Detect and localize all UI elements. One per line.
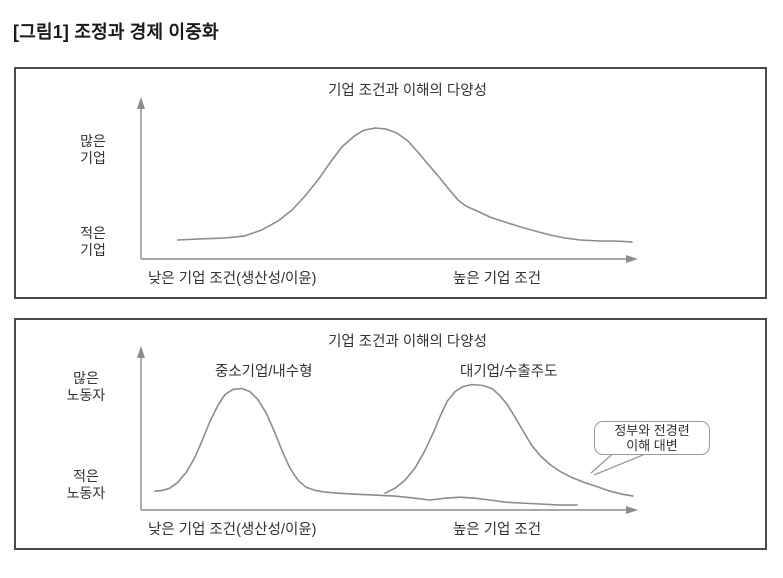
x-axis-arrow-icon	[626, 255, 638, 263]
large-export-label: 대기업/수출주도	[460, 364, 558, 380]
figure-title: [그림1] 조정과 경제 이중화	[13, 22, 219, 42]
firms-chart-canvas	[137, 97, 638, 263]
firms-distribution-curve	[177, 127, 633, 243]
y-axis-label-few-firms: 적은 기업	[80, 225, 106, 258]
sme-domestic-label: 중소기업/내수형	[215, 364, 313, 380]
large-export-curve	[384, 383, 634, 497]
x-axis-label-low-condition: 낮은 기업 조건(생산성/이윤)	[148, 271, 317, 287]
x-axis-label-high-condition: 높은 기업 조건	[453, 271, 542, 287]
y-axis-arrow-icon	[137, 346, 145, 358]
y-axis-label-many-firms: 많은 기업	[80, 133, 106, 166]
firms-distribution-panel: 기업 조건과 이해의 다양성 많은 기업 적은 기업 낮은 기업 조건(생산성/…	[14, 67, 767, 299]
chart-title: 기업 조건과 이해의 다양성	[328, 334, 487, 350]
sme-domestic-curve	[154, 387, 578, 506]
y-axis-label-few-workers: 적은 노동자	[66, 468, 106, 501]
workers-distribution-panel: 기업 조건과 이해의 다양성 중소기업/내수형 대기업/수출주도 많은 노동자 …	[14, 318, 767, 550]
y-axis-arrow-icon	[137, 97, 145, 109]
government-fki-callout: 정부와 전경련 이해 대변	[594, 421, 710, 455]
y-axis-label-many-workers: 많은 노동자	[66, 370, 106, 403]
x-axis-arrow-icon	[626, 506, 638, 514]
chart-title: 기업 조건과 이해의 다양성	[328, 83, 487, 99]
x-axis-label-low-condition: 낮은 기업 조건(생산성/이윤)	[148, 522, 317, 538]
x-axis-label-high-condition: 높은 기업 조건	[453, 522, 542, 538]
